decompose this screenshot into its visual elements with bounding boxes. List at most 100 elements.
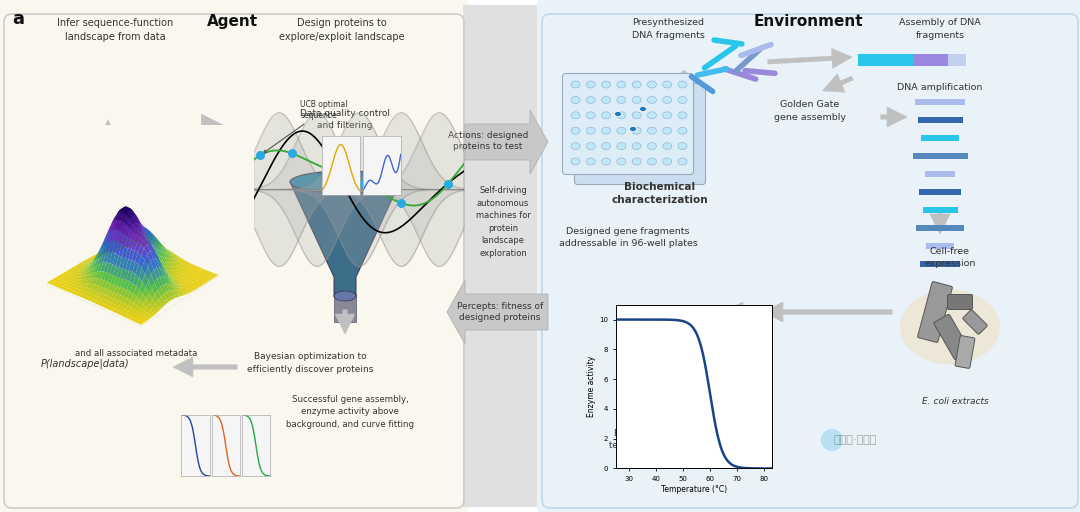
Ellipse shape [632,127,642,134]
Ellipse shape [571,158,580,165]
FancyBboxPatch shape [575,83,705,184]
Ellipse shape [73,217,143,238]
Bar [463,5,543,507]
Text: E. coli extracts: E. coli extracts [921,397,988,406]
Text: P(landscape|data): P(landscape|data) [41,359,130,369]
FancyBboxPatch shape [955,336,975,368]
Ellipse shape [602,127,610,134]
Ellipse shape [586,96,595,103]
Ellipse shape [647,143,657,150]
Ellipse shape [571,81,580,88]
Text: Design proteins to
explore/exploit landscape: Design proteins to explore/exploit lands… [280,18,405,42]
Text: DNA amplification: DNA amplification [897,83,983,92]
Text: Cell-free
expression: Cell-free expression [924,247,975,268]
FancyBboxPatch shape [918,282,953,343]
Text: Biochemical
characterization: Biochemical characterization [611,182,708,205]
Text: Self-driving
autonomous
machines for
protein
landscape
exploration: Self-driving autonomous machines for pro… [475,186,530,258]
Ellipse shape [571,143,580,150]
Ellipse shape [53,199,123,220]
Ellipse shape [586,143,595,150]
Ellipse shape [663,127,672,134]
Ellipse shape [678,96,687,103]
Ellipse shape [291,171,400,193]
Ellipse shape [586,158,595,165]
Bar [73,227,143,317]
Text: a: a [12,10,24,28]
Ellipse shape [647,96,657,103]
Ellipse shape [617,143,625,150]
Ellipse shape [639,106,647,112]
Text: UCB optimal
sequence: UCB optimal sequence [264,100,348,153]
Polygon shape [291,182,400,297]
Text: Enzyme activity after
temperature incubation: Enzyme activity after temperature incuba… [609,429,712,450]
Ellipse shape [632,112,642,119]
Ellipse shape [647,158,657,165]
Text: Actions: designed
proteins to test: Actions: designed proteins to test [448,131,528,152]
Ellipse shape [334,291,356,301]
Ellipse shape [617,81,625,88]
Text: Infer sequence-function
landscape from data: Infer sequence-function landscape from d… [57,18,173,42]
Ellipse shape [617,127,625,134]
Ellipse shape [586,112,595,119]
Ellipse shape [602,112,610,119]
Text: Presynthesized
DNA fragments: Presynthesized DNA fragments [632,18,704,39]
Ellipse shape [663,112,672,119]
Ellipse shape [678,158,687,165]
Ellipse shape [602,96,610,103]
Ellipse shape [663,96,672,103]
Ellipse shape [632,81,642,88]
Ellipse shape [617,158,625,165]
X-axis label: Temperature (°C): Temperature (°C) [661,485,727,494]
Ellipse shape [647,127,657,134]
Polygon shape [447,280,548,344]
FancyBboxPatch shape [0,0,469,512]
Text: Designed gene fragments
addressable in 96-well plates: Designed gene fragments addressable in 9… [558,227,698,248]
Ellipse shape [586,127,595,134]
Ellipse shape [602,143,610,150]
Ellipse shape [678,112,687,119]
Ellipse shape [632,96,642,103]
Ellipse shape [663,158,672,165]
Ellipse shape [821,429,843,451]
FancyBboxPatch shape [947,294,972,309]
Ellipse shape [73,307,143,328]
FancyBboxPatch shape [934,314,970,359]
Ellipse shape [571,127,580,134]
Y-axis label: Enzyme activity: Enzyme activity [588,356,596,417]
Text: Successful gene assembly,
enzyme activity above
background, and curve fitting: Successful gene assembly, enzyme activit… [286,395,414,429]
Ellipse shape [632,143,642,150]
Text: Enzyme sequence,
expression, activity, stability
and all associated metadata: Enzyme sequence, expression, activity, s… [75,324,199,358]
Ellipse shape [900,289,1000,365]
FancyBboxPatch shape [962,310,987,334]
Ellipse shape [617,112,625,119]
Text: Bayesian optimization to
efficiently discover proteins: Bayesian optimization to efficiently dis… [247,352,374,373]
Polygon shape [465,110,548,174]
Ellipse shape [602,158,610,165]
Text: Golden Gate
gene assembly: Golden Gate gene assembly [774,100,846,121]
Text: Data quality control
and filtering: Data quality control and filtering [300,109,390,130]
Text: Percepts: fitness of
designed proteins: Percepts: fitness of designed proteins [457,302,543,323]
Ellipse shape [678,127,687,134]
Ellipse shape [617,96,625,103]
Ellipse shape [615,112,621,117]
FancyBboxPatch shape [537,0,1080,512]
Text: Update sequence-
function database: Update sequence- function database [69,139,151,160]
Text: Agent: Agent [206,14,257,29]
Text: Environment: Environment [753,14,863,29]
Bar [53,209,123,299]
Ellipse shape [53,288,123,309]
Bar [334,294,356,322]
Ellipse shape [571,112,580,119]
Ellipse shape [647,81,657,88]
Ellipse shape [663,143,672,150]
Ellipse shape [678,81,687,88]
Ellipse shape [571,96,580,103]
Text: 公众号·新智元: 公众号·新智元 [834,435,877,445]
Ellipse shape [630,126,636,132]
Text: Assembly of DNA
fragments: Assembly of DNA fragments [900,18,981,39]
Ellipse shape [647,112,657,119]
FancyBboxPatch shape [563,74,693,175]
Ellipse shape [678,143,687,150]
Ellipse shape [663,81,672,88]
Ellipse shape [586,81,595,88]
